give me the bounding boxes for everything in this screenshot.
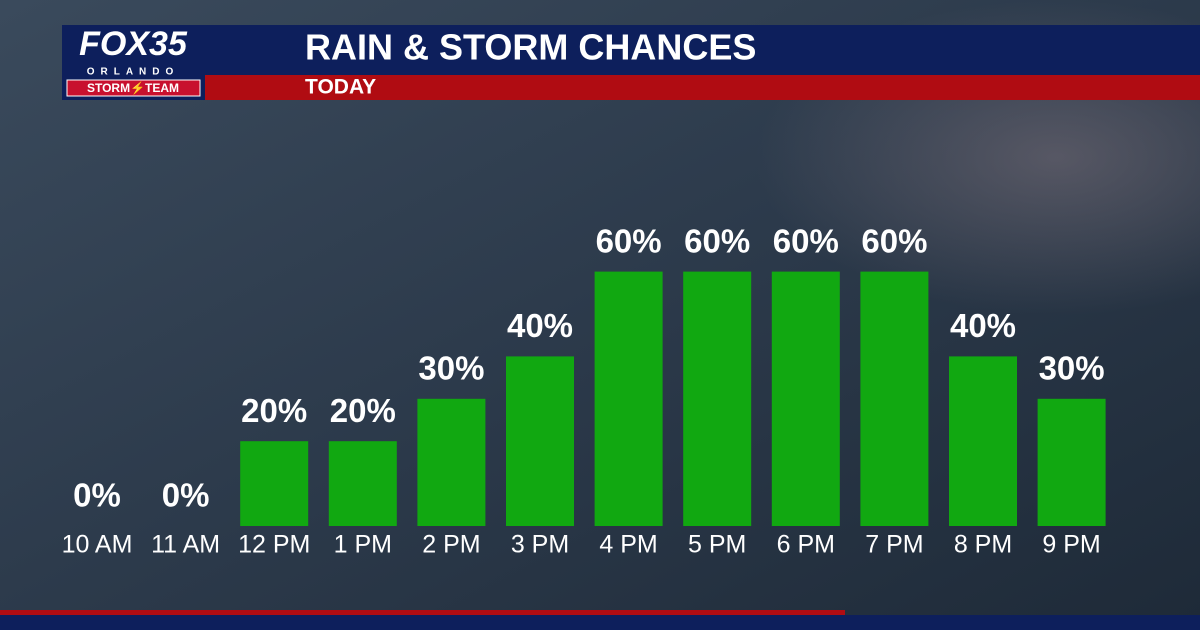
chart-subtitle: TODAY (305, 76, 376, 99)
value-label: 0% (162, 477, 210, 514)
bar (594, 271, 663, 526)
x-tick-label: 11 AM (151, 531, 220, 559)
subtitle-band (62, 75, 1200, 100)
title-band (62, 25, 1200, 75)
logo-team: STORM⚡TEAM (87, 81, 179, 95)
value-label: 20% (241, 392, 307, 429)
bar (683, 271, 752, 526)
value-label: 60% (861, 222, 927, 259)
value-label: 60% (596, 222, 662, 259)
x-tick-label: 5 PM (688, 531, 746, 559)
value-label: 40% (950, 307, 1016, 344)
bar (860, 271, 929, 526)
bar (240, 441, 309, 526)
bar (506, 356, 574, 526)
value-label: 30% (418, 350, 484, 387)
value-label: 60% (773, 222, 839, 259)
value-label: 20% (330, 392, 396, 429)
x-tick-label: 1 PM (334, 531, 392, 559)
value-label: 60% (684, 222, 750, 259)
value-label: 30% (1039, 350, 1105, 387)
value-label: 40% (507, 307, 573, 344)
bar (328, 441, 397, 526)
bottom-band (0, 615, 1200, 630)
bar (771, 271, 840, 526)
value-label: 0% (73, 477, 121, 514)
x-tick-label: 3 PM (511, 531, 569, 559)
bar (417, 398, 486, 526)
x-tick-label: 9 PM (1042, 531, 1100, 559)
bar (1037, 398, 1106, 526)
x-tick-label: 4 PM (599, 531, 657, 559)
bar (949, 356, 1017, 526)
x-tick-label: 10 AM (62, 531, 133, 559)
x-tick-label: 6 PM (777, 531, 835, 559)
bottom-red-line (0, 610, 845, 615)
logo-team-box (66, 79, 201, 97)
x-tick-label: 2 PM (422, 531, 480, 559)
x-tick-label: 7 PM (865, 531, 923, 559)
x-tick-label: 12 PM (238, 531, 310, 559)
logo-brand: FOX35 (79, 25, 188, 63)
chart-title: RAIN & STORM CHANCES (305, 27, 756, 68)
x-tick-label: 8 PM (954, 531, 1012, 559)
logo-city: ORLANDO (87, 67, 180, 78)
